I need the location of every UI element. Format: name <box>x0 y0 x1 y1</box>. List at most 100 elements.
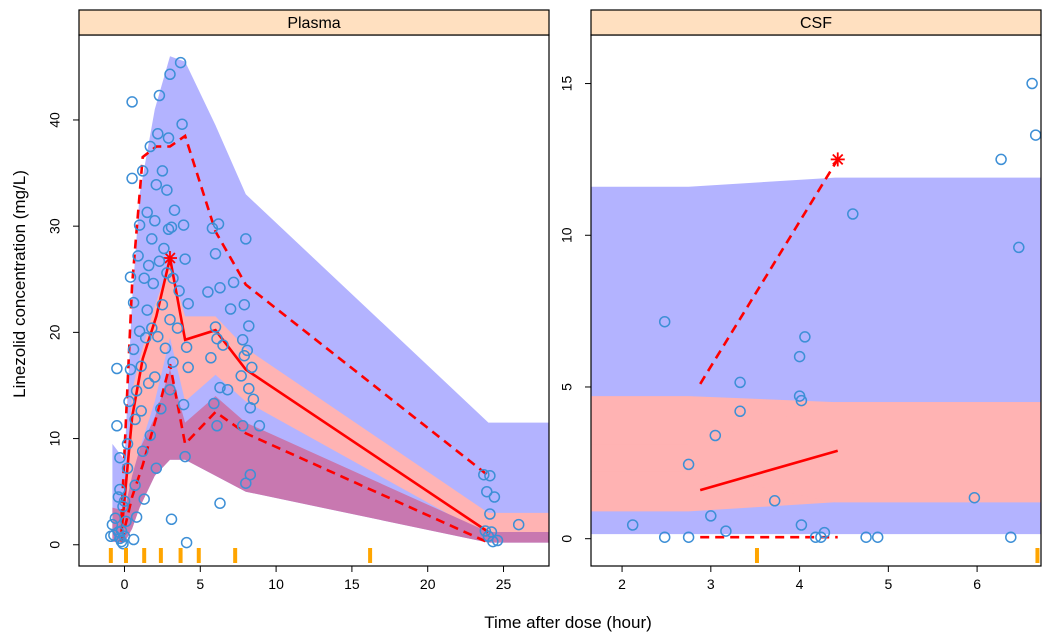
y-tick-label: 20 <box>47 324 63 340</box>
data-point <box>871 531 884 543</box>
observed-median-line <box>699 449 839 492</box>
data-point <box>162 223 175 236</box>
data-point <box>205 352 217 364</box>
data-point <box>164 313 176 326</box>
data-point <box>512 518 525 531</box>
data-point <box>180 536 193 549</box>
data-point <box>168 204 181 216</box>
data-point <box>139 331 152 344</box>
data-point <box>177 219 190 231</box>
y-tick-label: 15 <box>559 76 575 92</box>
data-point <box>130 385 143 397</box>
data-point <box>161 184 173 196</box>
data-point <box>111 362 123 375</box>
data-point <box>658 531 671 543</box>
y-tick-label: 40 <box>47 112 63 128</box>
data-point <box>793 350 806 363</box>
data-point <box>768 495 781 507</box>
x-tick-label: 5 <box>196 576 204 592</box>
data-point <box>488 491 501 503</box>
data-point <box>147 277 160 290</box>
data-point <box>212 218 225 230</box>
data-point <box>236 334 249 346</box>
data-point <box>705 510 717 522</box>
x-tick-label: 0 <box>121 576 129 592</box>
data-point <box>847 208 859 220</box>
y-axis-title: Linezolid concentration (mg/L) <box>10 170 29 398</box>
data-point <box>153 255 166 267</box>
data-point <box>123 395 135 408</box>
data-point <box>243 320 255 332</box>
data-point <box>241 344 254 357</box>
data-point <box>153 89 166 102</box>
plot-area <box>105 56 549 563</box>
x-tick-label: 6 <box>973 576 981 592</box>
data-point <box>1026 77 1038 90</box>
data-point <box>164 68 176 81</box>
data-point <box>124 271 137 283</box>
data-point <box>129 413 141 426</box>
data-point <box>487 535 499 548</box>
data-point <box>156 165 169 177</box>
data-point <box>734 405 746 418</box>
data-point <box>243 382 255 395</box>
data-point <box>152 330 164 343</box>
outlier-marker <box>162 251 177 266</box>
data-point <box>626 519 639 531</box>
data-point <box>214 282 226 294</box>
plot-area <box>591 77 1041 563</box>
data-point <box>141 304 153 316</box>
x-tick-label: 15 <box>344 576 360 592</box>
data-point <box>217 339 229 351</box>
data-point <box>720 525 732 537</box>
data-point <box>142 259 155 272</box>
data-point <box>177 398 190 411</box>
data-point <box>135 405 147 417</box>
data-point <box>179 253 191 265</box>
x-axis-title: Time after dose (hour) <box>484 613 652 632</box>
data-point <box>121 462 134 475</box>
plasma-panel: Plasma 0 5 10 15 20 25 0 10 20 30 40 <box>47 9 550 592</box>
data-point <box>202 286 214 298</box>
outlier-marker <box>830 152 845 167</box>
data-point <box>214 381 226 394</box>
data-point <box>156 298 169 311</box>
data-point <box>127 296 140 309</box>
data-point <box>149 371 161 383</box>
data-point <box>165 513 178 526</box>
data-point <box>135 360 147 373</box>
data-point <box>484 469 496 482</box>
data-point <box>491 534 504 547</box>
data-point <box>130 511 143 523</box>
strip-label: Plasma <box>287 15 340 32</box>
csf-panel: CSF 2 3 4 5 6 0 5 10 15 <box>559 9 1042 592</box>
data-point <box>144 140 157 153</box>
data-point <box>246 361 258 374</box>
data-point <box>209 248 222 260</box>
data-point <box>795 519 808 531</box>
data-point <box>111 420 123 432</box>
data-point <box>182 297 194 310</box>
data-point <box>146 233 158 245</box>
x-tick-label: 20 <box>420 576 436 592</box>
data-point <box>155 403 167 415</box>
data-point <box>136 165 149 177</box>
data-point <box>209 321 222 333</box>
data-point <box>114 451 126 464</box>
data-point <box>129 479 141 492</box>
median-prediction-band <box>112 263 549 545</box>
data-point <box>152 128 164 140</box>
data-point <box>180 341 193 353</box>
data-point <box>164 383 176 396</box>
data-point <box>127 533 140 546</box>
data-point <box>734 376 746 389</box>
data-point <box>150 462 163 475</box>
data-point <box>133 325 146 338</box>
data-point <box>214 497 226 510</box>
data-point <box>179 450 191 463</box>
x-tick-label: 10 <box>268 576 284 592</box>
data-point <box>167 272 179 284</box>
data-point <box>144 429 157 442</box>
data-point <box>799 331 811 343</box>
data-point <box>208 397 220 410</box>
